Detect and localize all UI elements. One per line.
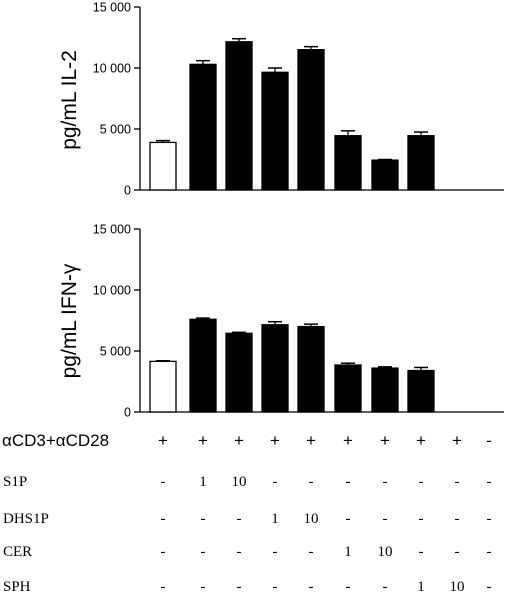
bar (189, 63, 217, 191)
condition-cell: - (346, 511, 351, 527)
bar (297, 325, 325, 413)
y-axis-label: pg/mL IL-2 (58, 50, 81, 150)
condition-cell: - (309, 474, 314, 490)
y-tick-label: 15 000 (93, 1, 131, 15)
condition-cell: 10 (378, 544, 393, 560)
y-tick-label: 15 000 (93, 223, 131, 237)
bar (407, 369, 435, 413)
condition-cell: + (416, 431, 426, 450)
row-label: S1P (3, 474, 27, 490)
il2-panel: 0 5 000 10 000 15 000 pg/mL IL-2 (58, 1, 504, 198)
condition-cell: 10 (450, 579, 465, 595)
condition-cell: - (486, 431, 492, 450)
condition-cell: + (234, 431, 244, 450)
condition-cell: - (201, 511, 206, 527)
row-label: SPH (3, 579, 31, 595)
condition-cell: - (237, 579, 242, 595)
y-tick-label: 5 000 (100, 123, 131, 137)
bar (149, 141, 177, 191)
condition-cell: - (487, 579, 492, 595)
condition-cell: - (273, 474, 278, 490)
y-tick-label: 10 000 (93, 62, 131, 76)
bar (371, 367, 399, 413)
condition-cell: - (455, 511, 460, 527)
condition-cell: - (383, 511, 388, 527)
y-tick-label: 5 000 (100, 345, 131, 359)
row-label: DHS1P (3, 511, 49, 527)
condition-cell: + (158, 431, 168, 450)
bar (225, 41, 253, 191)
bar (225, 332, 253, 413)
condition-cell: - (419, 544, 424, 560)
condition-cell: - (273, 544, 278, 560)
condition-cell: - (161, 474, 166, 490)
condition-cell: - (455, 474, 460, 490)
bar (149, 360, 177, 413)
bar (297, 49, 325, 191)
bar (261, 324, 289, 413)
condition-cell: 1 (199, 474, 207, 490)
conditions-table: αCD3+αCD28 + + + + + + + + + - S1P - 1 10 - - - - - - - DHS1P -… (2, 431, 492, 595)
condition-cell: + (343, 431, 353, 450)
condition-cell: - (419, 474, 424, 490)
bar (407, 135, 435, 191)
row-label: CER (3, 544, 32, 560)
condition-cell: - (487, 511, 492, 527)
bar (334, 364, 362, 413)
condition-cell: + (198, 431, 208, 450)
condition-cell: - (487, 544, 492, 560)
condition-cell: 1 (271, 511, 279, 527)
bar (334, 135, 362, 191)
condition-cell: 1 (417, 579, 425, 595)
y-axis-label: pg/mL IFN-γ (58, 263, 81, 378)
condition-cell: - (161, 544, 166, 560)
condition-cell: - (455, 544, 460, 560)
bar (189, 318, 217, 413)
condition-cell: - (346, 474, 351, 490)
condition-cell: - (383, 579, 388, 595)
condition-cell: 10 (232, 474, 247, 490)
condition-cell: - (237, 544, 242, 560)
row-label: αCD3+αCD28 (2, 431, 109, 450)
condition-cell: - (487, 474, 492, 490)
condition-cell: 10 (304, 511, 319, 527)
y-tick-label: 0 (124, 184, 131, 198)
condition-cell: + (270, 431, 280, 450)
condition-cell: - (309, 544, 314, 560)
y-tick-label: 10 000 (93, 284, 131, 298)
condition-cell: - (309, 579, 314, 595)
condition-cell: 1 (344, 544, 352, 560)
condition-cell: + (380, 431, 390, 450)
bar (371, 159, 399, 191)
condition-cell: - (383, 474, 388, 490)
condition-cell: - (346, 579, 351, 595)
condition-cell: - (161, 579, 166, 595)
bar (261, 71, 289, 191)
ifn-gamma-panel: 0 5 000 10 000 15 000 pg/mL IFN-γ (58, 223, 504, 420)
condition-cell: - (273, 579, 278, 595)
condition-cell: - (161, 511, 166, 527)
condition-cell: - (201, 579, 206, 595)
condition-cell: - (419, 511, 424, 527)
condition-cell: - (237, 511, 242, 527)
condition-cell: + (306, 431, 316, 450)
y-tick-label: 0 (124, 406, 131, 420)
condition-cell: - (201, 544, 206, 560)
condition-cell: + (452, 431, 462, 450)
